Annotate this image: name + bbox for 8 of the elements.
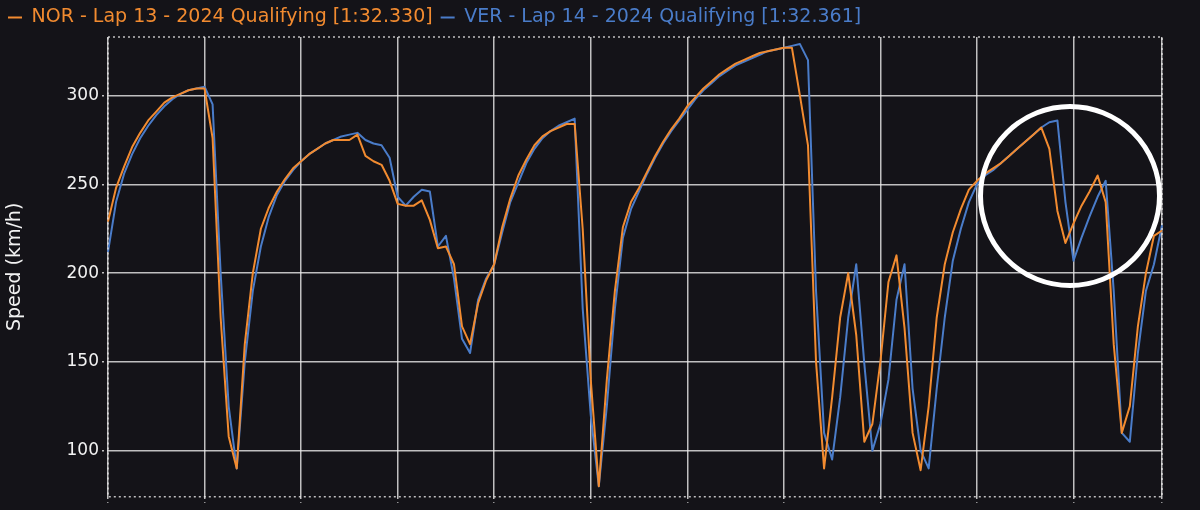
legend-label: VER - Lap 14 - 2024 Qualifying [1:32.361] [464, 4, 862, 27]
y-axis-title: Speed (km/h) [2, 202, 25, 332]
y-tick-label: 300 [66, 84, 99, 105]
y-tick-label: 250 [66, 172, 99, 193]
y-tick-label: 150 [66, 350, 99, 371]
legend-label: NOR - Lap 13 - 2024 Qualifying [1:32.330] [31, 4, 433, 27]
y-tick-label: 200 [66, 261, 99, 282]
y-tick-label: 100 [66, 439, 99, 460]
